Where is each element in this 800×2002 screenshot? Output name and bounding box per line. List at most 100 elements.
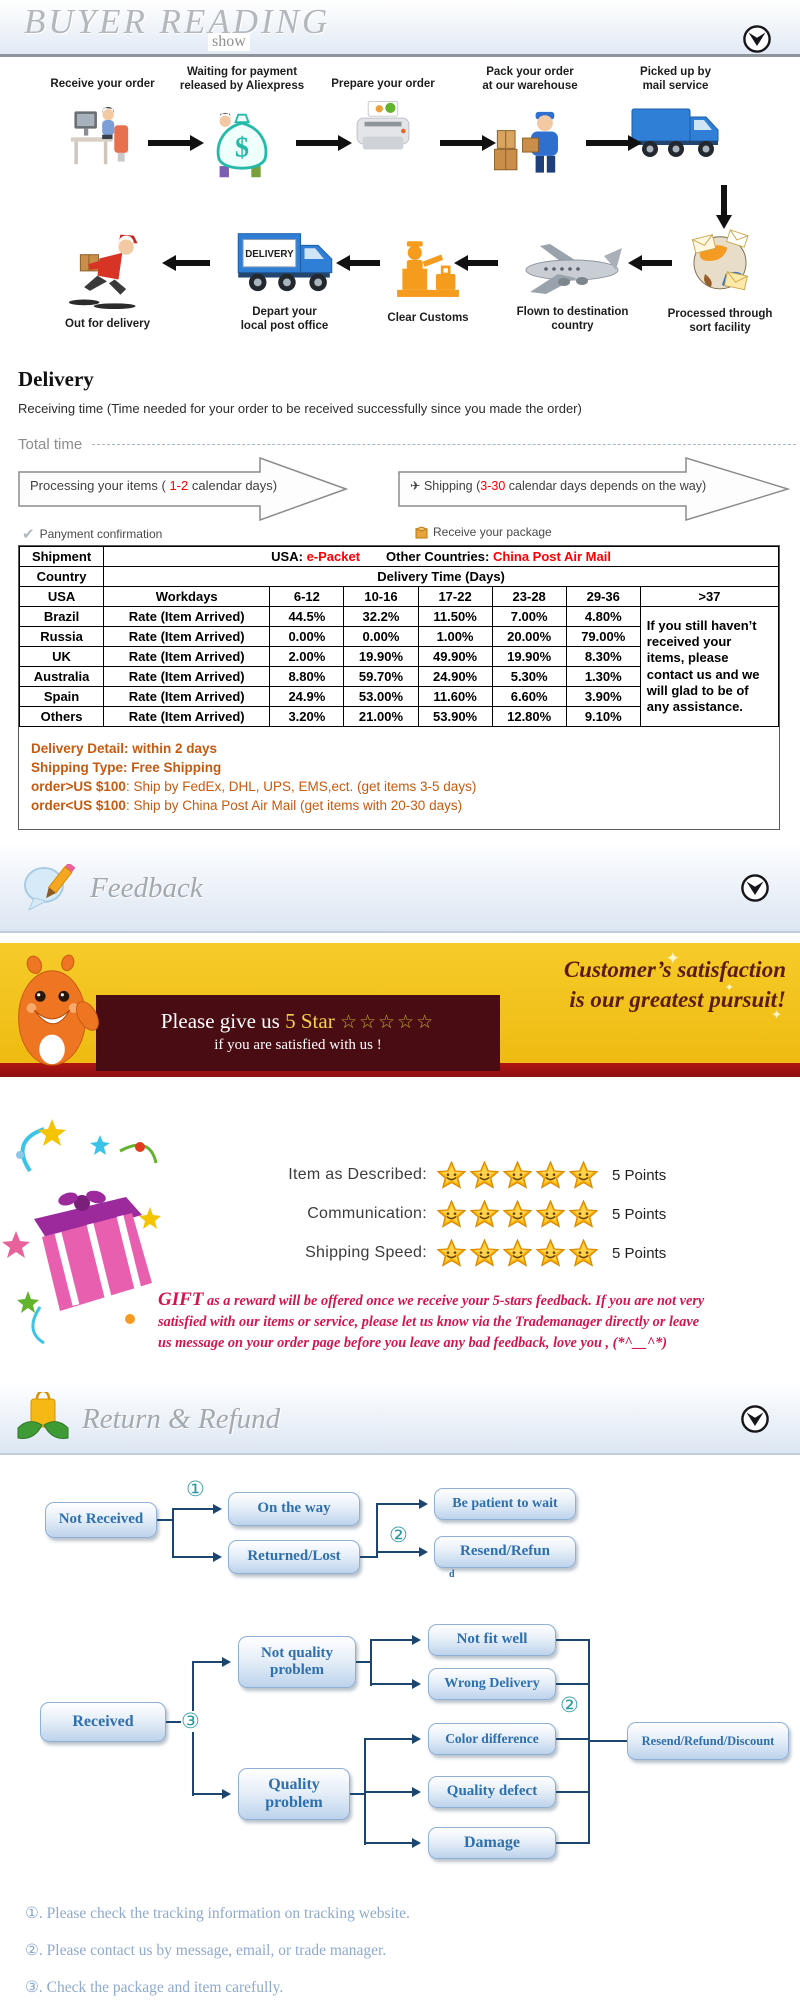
star-icon bbox=[536, 1199, 565, 1227]
arrow-down-icon bbox=[716, 185, 732, 234]
running-courier-icon bbox=[68, 234, 138, 310]
rating-row: Item as Described: 5 Points bbox=[175, 1157, 666, 1193]
flow-box-not-fit: Not fit well bbox=[428, 1624, 556, 1656]
svg-text:$: $ bbox=[235, 132, 249, 163]
flow-box-resend-refund: Resend/Refun d bbox=[434, 1536, 576, 1580]
sorted-mail-globe-icon bbox=[691, 229, 749, 291]
delivery-truck-icon: DELIVERY bbox=[237, 233, 332, 292]
dashed-line bbox=[92, 444, 796, 445]
mascot-icon bbox=[18, 954, 99, 1066]
shipping-notes: Delivery Detail: within 2 days Shipping … bbox=[19, 727, 779, 815]
star-rating bbox=[437, 1160, 598, 1190]
flow-box-not-quality: Not quality problem bbox=[238, 1636, 356, 1688]
flow-box-color-difference: Color difference bbox=[428, 1723, 556, 1755]
airplane-icon bbox=[525, 244, 622, 294]
delivery-section: Delivery Receiving time (Time needed for… bbox=[0, 357, 800, 455]
star-icon bbox=[569, 1238, 598, 1266]
star-icon bbox=[503, 1199, 532, 1227]
svg-text:DELIVERY: DELIVERY bbox=[245, 249, 294, 260]
header-band: BUYER READING show bbox=[0, 0, 800, 57]
step-mark-1: ① bbox=[186, 1478, 205, 1501]
gift-box-illustration bbox=[2, 1119, 161, 1345]
flowchart-note-1: ①. Please check the tracking information… bbox=[25, 1905, 410, 1922]
order-process-flow: Receive your order Waiting for payment r… bbox=[0, 57, 800, 357]
flow-step-payment: Waiting for payment released by Aliexpre… bbox=[172, 65, 312, 186]
collapse-chevron-icon[interactable] bbox=[740, 873, 770, 903]
payment-confirmation-note: ✔ Panyment confirmation bbox=[22, 526, 163, 543]
gift-note: GIFT as a reward will be offered once we… bbox=[158, 1289, 705, 1351]
collapse-chevron-icon[interactable] bbox=[742, 24, 772, 54]
show-toggle[interactable]: show bbox=[208, 33, 250, 51]
arrow-right-icon bbox=[296, 135, 352, 156]
arrow-right-icon bbox=[440, 135, 496, 156]
arrow-left-icon bbox=[454, 255, 498, 276]
flow-step-out-delivery: Out for delivery bbox=[45, 225, 170, 331]
feedback-section-header: Feedback bbox=[0, 845, 800, 933]
feedback-title: Feedback bbox=[90, 871, 203, 904]
ratings-section: Item as Described: 5 Points Communicatio… bbox=[0, 1077, 800, 1377]
collapse-chevron-icon[interactable] bbox=[740, 1404, 770, 1434]
flow-box-received: Received bbox=[40, 1702, 166, 1742]
flow-box-on-the-way: On the way bbox=[228, 1492, 360, 1526]
delivery-subheading: Receiving time (Time needed for your ord… bbox=[18, 401, 582, 416]
processing-arrow-text: Processing your items ( 1-2 calendar day… bbox=[30, 478, 278, 493]
shipping-arrow: ✈ Shipping (3-30 calendar days depends o… bbox=[398, 457, 790, 521]
star-icon bbox=[437, 1238, 466, 1266]
receive-package-note: Receive your package bbox=[415, 525, 552, 539]
shipment-table-box: Shipment USA: e-Packet Other Countries: C… bbox=[18, 545, 780, 830]
star-icon bbox=[503, 1160, 532, 1188]
step-mark-3: ③ bbox=[181, 1710, 200, 1733]
mail-truck-icon bbox=[631, 108, 718, 157]
step-mark-2b: ② bbox=[560, 1694, 579, 1717]
total-time-label: Total time bbox=[18, 436, 83, 453]
flow-box-quality-defect: Quality defect bbox=[428, 1776, 556, 1808]
check-icon: ✔ bbox=[22, 526, 35, 543]
arrow-right-icon bbox=[148, 135, 204, 156]
arrow-left-icon bbox=[628, 255, 672, 276]
star-rating bbox=[437, 1199, 598, 1229]
return-refund-flowchart: Not Received On the way Returned/Lost Be… bbox=[0, 1455, 800, 2002]
star-icon bbox=[470, 1238, 499, 1266]
timeline-arrows: Processing your items ( 1-2 calendar day… bbox=[0, 455, 800, 545]
processing-arrow: Processing your items ( 1-2 calendar day… bbox=[18, 457, 348, 521]
table-row: USA Workdays 6-12 10-16 17-22 23-28 29-36 >37 bbox=[18, 586, 780, 607]
flow-step-pickup: Picked up by mail service bbox=[608, 65, 743, 172]
return-refund-section-header: Return & Refund bbox=[0, 1385, 800, 1455]
delivery-detail-line: Delivery Detail: within 2 days bbox=[31, 741, 218, 756]
satisfaction-banner: ✦ ✦ ✦ Customer’s satisfaction is our gre… bbox=[0, 943, 800, 1077]
person-computer-icon bbox=[70, 107, 128, 165]
flow-step-sort: Processed through sort facility bbox=[645, 217, 795, 336]
flow-box-be-patient: Be patient to wait bbox=[434, 1488, 576, 1520]
page-title: BUYER READING bbox=[24, 2, 331, 41]
flow-box-damage: Damage bbox=[428, 1827, 556, 1859]
table-row: Brazil Rate (Item Arrived) 44.5% 32.2% 11.5… bbox=[18, 606, 780, 727]
flowchart-note-2: ②. Please contact us by message, email, … bbox=[25, 1942, 387, 1959]
table-row: Shipment USA: e-Packet Other Countries: C… bbox=[18, 546, 779, 567]
money-bag-icon: $ bbox=[216, 112, 268, 178]
flow-step-prepare: Prepare your order bbox=[318, 77, 448, 173]
star-icon bbox=[569, 1199, 598, 1227]
table-row: Australia Rate (Item Arrived) 8.80% 59.70% 2… bbox=[18, 666, 779, 687]
hands-bag-icon bbox=[17, 1392, 69, 1439]
table-row: Others Rate (Item Arrived) 3.20% 21.00% 53.9… bbox=[18, 706, 779, 727]
star-icon bbox=[437, 1160, 466, 1188]
rating-row: Shipping Speed: 5 Points bbox=[175, 1235, 666, 1271]
shipping-arrow-text: ✈ Shipping (3-30 calendar days depends o… bbox=[410, 479, 707, 493]
sparkle-icon: ✦ bbox=[665, 949, 680, 968]
flowchart-note-3: ③. Check the package and item carefully. bbox=[25, 1979, 284, 1996]
star-icon bbox=[503, 1238, 532, 1266]
plane-icon: ✈ bbox=[410, 479, 421, 493]
arrow-left-icon bbox=[162, 255, 210, 276]
star-icon bbox=[437, 1199, 466, 1227]
order-under-100-line: order<US $100: Ship by China Post Air Ma… bbox=[31, 798, 463, 813]
bubble-pencil-icon bbox=[24, 864, 76, 912]
sparkle-icon: ✦ bbox=[771, 1007, 782, 1022]
flow-step-customs: Clear Customs bbox=[368, 225, 488, 325]
return-refund-title: Return & Refund bbox=[82, 1402, 281, 1435]
order-over-100-line: order>US $100: Ship by FedEx, DHL, UPS, … bbox=[31, 779, 477, 794]
flow-box-returned-lost: Returned/Lost bbox=[228, 1540, 360, 1574]
table-note: If you still haven’t received your items… bbox=[639, 606, 780, 727]
flow-step-pack: Pack your order at our warehouse bbox=[455, 65, 605, 186]
table-row: Country Delivery Time (Days) bbox=[18, 566, 779, 587]
